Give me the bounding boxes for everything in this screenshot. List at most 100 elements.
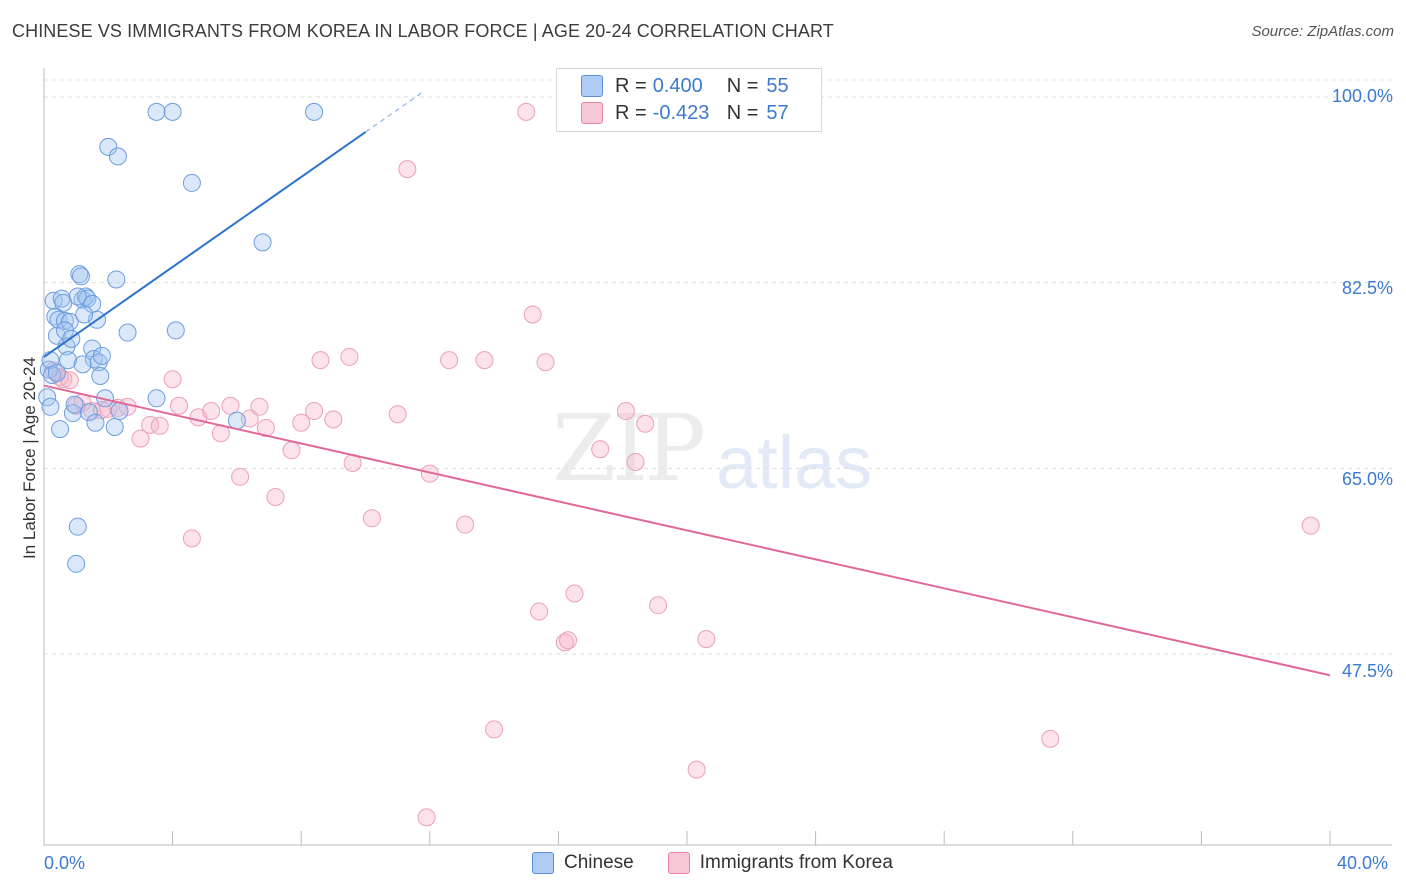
chinese-trend-line xyxy=(43,131,367,358)
chinese-point xyxy=(41,397,60,416)
trend-lines xyxy=(43,91,1331,677)
korea-point xyxy=(324,410,343,429)
korea-point xyxy=(565,584,584,603)
korea-point xyxy=(417,808,436,827)
korea-point xyxy=(1301,516,1320,535)
korea-point xyxy=(266,487,285,506)
r-value-chinese: 0.400 xyxy=(652,74,703,97)
korea-point xyxy=(649,596,668,615)
korea-point xyxy=(250,397,269,416)
chinese-point xyxy=(166,321,185,340)
r-label: R = xyxy=(615,74,647,97)
korea-point xyxy=(1041,729,1060,748)
y-axis-label: In Labor Force | Age 20-24 xyxy=(20,357,39,559)
chinese-point xyxy=(68,287,87,306)
korea-point xyxy=(150,416,169,435)
chinese-point xyxy=(68,517,87,536)
korea-point xyxy=(398,160,417,179)
legend-label-korea: Immigrants from Korea xyxy=(699,852,893,873)
korea-point xyxy=(141,415,160,434)
y-tick-47-5: 47.5% xyxy=(1341,661,1393,681)
korea-point xyxy=(697,630,716,649)
korea-point xyxy=(616,402,635,421)
chinese-point xyxy=(118,323,137,342)
korea-point xyxy=(163,370,182,389)
chinese-point xyxy=(99,137,118,156)
n-label: N = xyxy=(726,101,759,124)
r-label: R = xyxy=(615,101,647,124)
korea-point xyxy=(440,351,459,370)
korea-trend-line xyxy=(43,384,1331,677)
korea-point xyxy=(231,467,250,486)
chinese-point xyxy=(65,395,84,414)
n-value-korea: 57 xyxy=(766,101,789,124)
korea-point xyxy=(636,414,655,433)
chinese-point xyxy=(110,402,129,421)
chinese-point xyxy=(163,102,182,121)
korea-point xyxy=(292,413,311,432)
chinese-point xyxy=(91,367,110,386)
chinese-point xyxy=(49,310,68,329)
chinese-point xyxy=(108,147,127,166)
korea-point xyxy=(54,370,73,389)
korea-point xyxy=(456,515,475,534)
r-value-korea: -0.423 xyxy=(652,101,710,124)
chinese-point xyxy=(46,307,65,326)
korea-legend-swatch xyxy=(667,852,690,874)
watermark-atlas: atlas xyxy=(716,421,873,504)
y-tick-100: 100.0% xyxy=(1331,86,1393,106)
korea-point xyxy=(182,529,201,548)
chinese-point xyxy=(47,363,66,382)
korea-point xyxy=(221,396,240,415)
chinese-point xyxy=(38,388,57,407)
n-label: N = xyxy=(726,74,759,97)
korea-point xyxy=(131,429,150,448)
legend-label-chinese: Chinese xyxy=(564,852,634,873)
korea-point xyxy=(170,396,189,415)
axes xyxy=(43,68,1392,846)
chinese-point xyxy=(75,305,94,324)
korea-point xyxy=(388,405,407,424)
x-min-label: 0.0% xyxy=(44,853,86,873)
chinese-point xyxy=(59,351,78,370)
korea-swatch xyxy=(581,102,603,124)
chinese-point xyxy=(253,233,272,252)
watermark-zip: ZIP xyxy=(552,395,706,502)
korea-point xyxy=(475,351,494,370)
legend-item-korea[interactable]: Immigrants from Korea xyxy=(667,852,893,874)
chinese-swatch xyxy=(581,75,603,97)
chinese-point xyxy=(71,267,90,286)
chinese-point xyxy=(80,403,99,422)
chinese-point xyxy=(227,411,246,430)
korea-point xyxy=(555,633,574,652)
source-label: Source: ZipAtlas.com xyxy=(1251,23,1394,40)
korea-points xyxy=(44,102,1320,827)
korea-point xyxy=(523,305,542,324)
chinese-point xyxy=(182,173,201,192)
korea-point xyxy=(626,452,645,471)
stats-legend: R = 0.400 N = 55 R = -0.423 N = 57 xyxy=(556,68,822,132)
chinese-legend-swatch xyxy=(532,852,554,874)
korea-point xyxy=(340,347,359,366)
korea-point xyxy=(362,509,381,528)
y-tick-65: 65.0% xyxy=(1341,469,1393,489)
stats-row-korea: R = -0.423 N = 57 xyxy=(581,100,789,126)
gridlines xyxy=(44,79,1392,655)
legend-item-chinese[interactable]: Chinese xyxy=(532,852,634,874)
x-max-label: 40.0% xyxy=(1337,853,1389,873)
chinese-trend-extension xyxy=(365,91,424,133)
chinese-point xyxy=(51,420,70,439)
n-value-chinese: 55 xyxy=(766,74,789,97)
korea-point xyxy=(559,631,578,650)
korea-point xyxy=(687,760,706,779)
chinese-point xyxy=(147,389,166,408)
korea-point xyxy=(282,441,301,460)
series-legend: Chinese Immigrants from Korea xyxy=(532,852,927,874)
chinese-point xyxy=(305,102,324,121)
chinese-point xyxy=(67,554,86,573)
korea-point xyxy=(311,351,330,370)
korea-point xyxy=(305,402,324,421)
chinese-point xyxy=(105,417,124,436)
korea-point xyxy=(536,353,555,372)
